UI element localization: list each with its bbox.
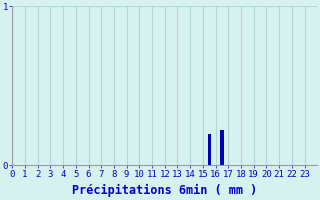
Bar <box>208 134 211 165</box>
X-axis label: Précipitations 6min ( mm ): Précipitations 6min ( mm ) <box>72 184 257 197</box>
Bar <box>220 130 224 165</box>
